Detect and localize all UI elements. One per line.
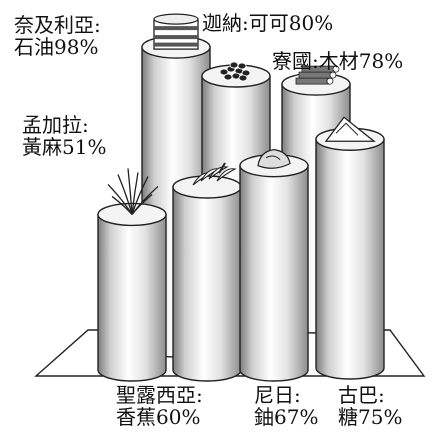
label-niger-product: 鈾67% (254, 405, 319, 429)
label-niger: 尼日: 鈾67% (254, 384, 318, 428)
sugar-pile-icon (324, 116, 376, 142)
oil-barrel-icon (153, 13, 199, 50)
uranium-ore-icon (257, 149, 291, 169)
bar-niger-body (239, 164, 309, 382)
bar-saint-lucia (172, 175, 242, 382)
label-ghana-line: 迦納:可可80% (202, 11, 334, 35)
label-laos: 寮國:木材78% (272, 50, 403, 72)
label-saint-lucia-product: 香蕉60% (116, 405, 201, 429)
bars-group (97, 13, 385, 382)
label-bangladesh-product: 黃麻51% (22, 135, 107, 159)
label-cuba-country: 古巴: (338, 383, 385, 407)
label-nigeria-product: 石油98% (14, 35, 99, 59)
bar-bangladesh-body (97, 213, 167, 382)
label-ghana: 迦納:可可80% (202, 12, 333, 34)
label-saint-lucia-country: 聖露西亞: (116, 383, 203, 407)
bar-cuba (315, 127, 385, 380)
bar-saint-lucia-body (172, 186, 242, 382)
bar-saint-lucia-top (172, 175, 242, 199)
label-nigeria-country: 奈及利亞: (14, 13, 101, 37)
cocoa-beans-icon (219, 61, 251, 82)
bar-cuba-body (315, 138, 385, 380)
label-bangladesh-country: 孟加拉: (22, 113, 89, 137)
label-laos-line: 寮國:木材78% (272, 49, 404, 73)
label-bangladesh: 孟加拉: 黃麻51% (22, 114, 106, 158)
label-nigeria: 奈及利亞: 石油98% (14, 14, 101, 58)
timber-logs-icon (295, 65, 340, 85)
label-cuba-product: 糖75% (338, 405, 403, 429)
bar-bangladesh (97, 202, 167, 382)
bar-niger (239, 153, 309, 382)
banana-bunch-icon (192, 162, 237, 186)
label-cuba: 古巴: 糖75% (338, 384, 402, 428)
label-saint-lucia: 聖露西亞: 香蕉60% (116, 384, 203, 428)
label-niger-country: 尼日: (254, 383, 301, 407)
jute-plant-icon (107, 168, 159, 215)
